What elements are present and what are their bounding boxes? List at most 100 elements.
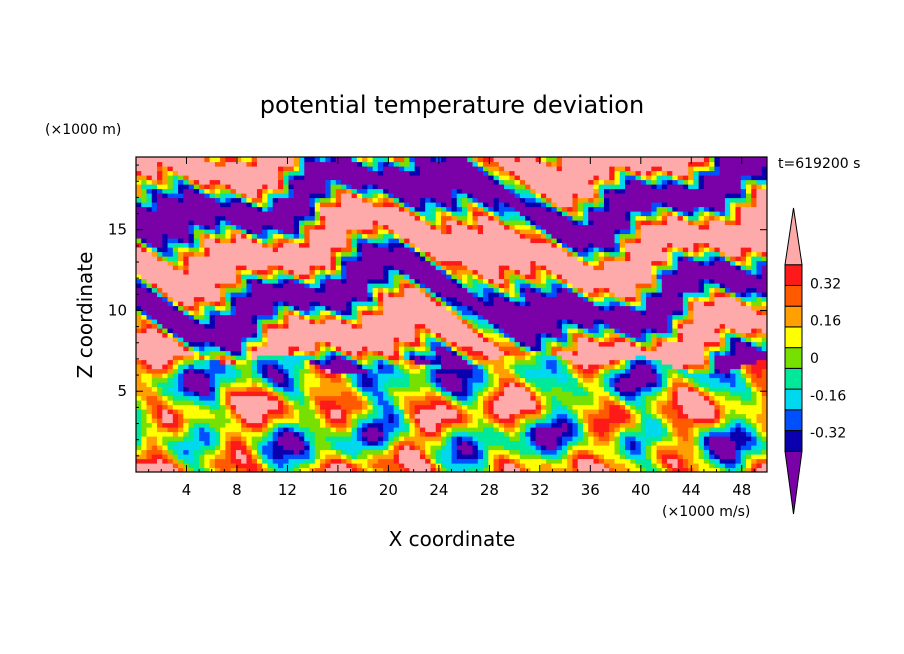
field-cell (188, 364, 195, 370)
field-cell (277, 310, 284, 316)
field-cell (661, 440, 668, 446)
field-cell (419, 323, 426, 329)
field-cell (304, 319, 311, 325)
field-cell (230, 359, 237, 365)
field-cell (646, 400, 652, 406)
field-cell (335, 346, 342, 352)
field-cell (209, 287, 216, 293)
field-cell (167, 436, 174, 442)
field-cell (241, 445, 248, 451)
field-cell (388, 346, 395, 352)
field-cell (467, 391, 474, 397)
field-cell (561, 377, 568, 383)
field-cell (288, 292, 295, 298)
field-cell (419, 350, 426, 356)
field-cell (146, 368, 153, 374)
field-cell (256, 355, 263, 361)
field-cell (272, 386, 279, 392)
field-cell (341, 454, 347, 460)
field-cell (204, 292, 211, 298)
field-cell (167, 409, 174, 415)
field-cell (730, 454, 737, 460)
field-cell (383, 431, 389, 437)
field-cell (235, 368, 242, 374)
field-cell (456, 458, 463, 464)
field-cell (672, 368, 679, 374)
field-cell (651, 377, 658, 383)
field-cell (309, 449, 316, 455)
field-cell (398, 346, 405, 352)
field-cell (299, 332, 305, 338)
field-cell (456, 377, 463, 383)
field-cell (136, 386, 142, 392)
field-cell (525, 346, 531, 352)
field-cell (582, 350, 589, 356)
field-cell (667, 377, 673, 383)
field-cell (204, 323, 211, 329)
field-cell (546, 449, 553, 455)
field-cell (525, 431, 531, 437)
field-cell (167, 391, 174, 397)
field-cell (372, 355, 379, 361)
field-cell (372, 422, 379, 428)
field-cell (745, 454, 752, 460)
field-cell (356, 391, 363, 397)
field-cell (667, 359, 673, 365)
field-cell (246, 310, 253, 316)
field-cell (667, 391, 673, 397)
field-cell (320, 341, 326, 347)
field-cell (256, 301, 263, 307)
field-cell (467, 418, 474, 424)
field-cell (309, 377, 316, 383)
field-cell (346, 310, 353, 316)
field-cell (483, 359, 489, 365)
field-cell (214, 404, 221, 410)
field-cell (162, 400, 169, 406)
field-cell (745, 458, 752, 464)
field-cell (525, 350, 531, 356)
field-cell (377, 337, 384, 343)
field-cell (693, 377, 700, 383)
field-cell (414, 283, 421, 289)
field-cell (246, 440, 253, 446)
field-cell (167, 346, 174, 352)
field-cell (220, 332, 226, 338)
field-cell (530, 364, 537, 370)
field-cell (603, 413, 610, 419)
field-cell (530, 409, 537, 415)
field-cell (582, 436, 589, 442)
field-cell (214, 409, 221, 415)
field-cell (440, 301, 447, 307)
field-cell (341, 445, 347, 451)
field-cell (393, 296, 400, 302)
field-cell (456, 440, 463, 446)
field-cell (530, 319, 537, 325)
field-cell (509, 314, 516, 320)
field-cell (172, 436, 179, 442)
field-cell (483, 391, 489, 397)
field-cell (204, 350, 211, 356)
field-cell (572, 418, 579, 424)
field-cell (425, 305, 432, 311)
field-cell (277, 328, 284, 334)
field-cell (551, 467, 558, 472)
field-cell (430, 341, 437, 347)
field-cell (341, 386, 347, 392)
field-cell (688, 431, 694, 437)
field-cell (509, 283, 516, 289)
field-cell (183, 413, 190, 419)
field-cell (682, 436, 689, 442)
field-cell (404, 350, 411, 356)
field-cell (519, 355, 526, 361)
field-cell (241, 323, 248, 329)
field-cell (398, 314, 405, 320)
field-cell (304, 323, 311, 329)
field-cell (719, 332, 726, 338)
field-cell (472, 328, 479, 334)
field-cell (493, 458, 500, 464)
field-cell (183, 346, 190, 352)
field-cell (609, 409, 616, 415)
field-cell (661, 368, 668, 374)
field-cell (667, 368, 673, 374)
field-cell (640, 310, 647, 316)
